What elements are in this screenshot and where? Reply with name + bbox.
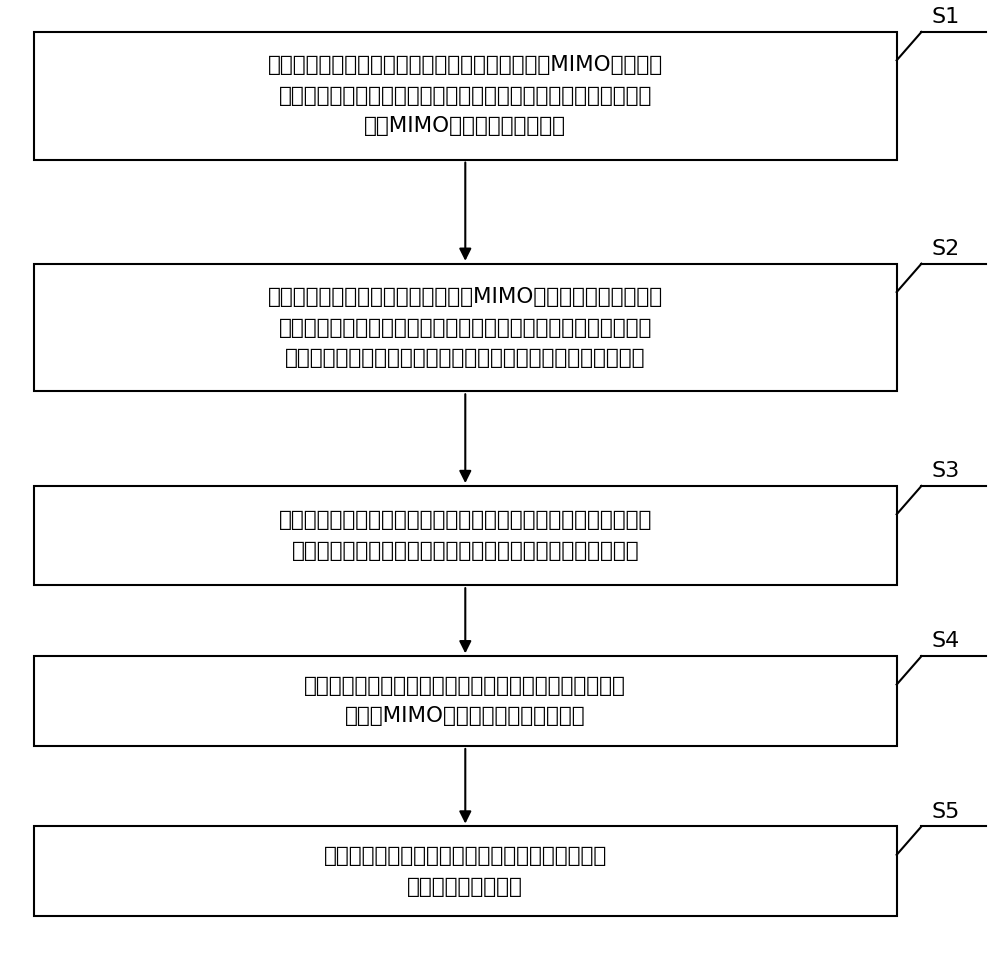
Text: S2: S2 bbox=[931, 239, 960, 259]
Bar bbox=[34, 656, 897, 746]
Text: 将每一接收天线接收到的信号分别与MIMO雷达的第一根发射天线
发射的线性调频信号进行混频，得到相应的基带信号，并对基带信
号依次进行采样、提取重组以及空时解码，: 将每一接收天线接收到的信号分别与MIMO雷达的第一根发射天线 发射的线性调频信号… bbox=[268, 287, 663, 368]
Text: S5: S5 bbox=[931, 801, 960, 821]
Text: 组合解码信号以构建空时二维虚拟阵列信号，并对空时二维虚拟阵
列信号依次进行二维平滑、组合以得到空时联合虚拟子阵信号: 组合解码信号以构建空时二维虚拟阵列信号，并对空时二维虚拟阵 列信号依次进行二维平… bbox=[279, 510, 652, 560]
Bar bbox=[34, 826, 897, 916]
Text: S3: S3 bbox=[931, 461, 960, 482]
Text: 利用空时分组码调制线性调频信号的初相，并利用MIMO雷达的发
射天线发射调制后的线性调频信号，线性调频信号经目标物体反射
后被MIMO雷达的接收天线接收: 利用空时分组码调制线性调频信号的初相，并利用MIMO雷达的发 射天线发射调制后的… bbox=[268, 56, 663, 136]
Text: S1: S1 bbox=[931, 8, 960, 27]
Bar bbox=[34, 486, 897, 586]
Text: 计算谱函数的极大值，并根据极大值对应的距离和
方位角定位目标物体: 计算谱函数的极大值，并根据极大值对应的距离和 方位角定位目标物体 bbox=[324, 846, 607, 897]
Text: S4: S4 bbox=[931, 632, 960, 651]
Bar bbox=[34, 32, 897, 160]
Bar bbox=[34, 264, 897, 391]
Text: 构建空时联合虚拟子阵信号的谱函数，谱函数与目标物体
相对于MIMO雷达的距离和方位角相关: 构建空时联合虚拟子阵信号的谱函数，谱函数与目标物体 相对于MIMO雷达的距离和方… bbox=[304, 676, 626, 726]
